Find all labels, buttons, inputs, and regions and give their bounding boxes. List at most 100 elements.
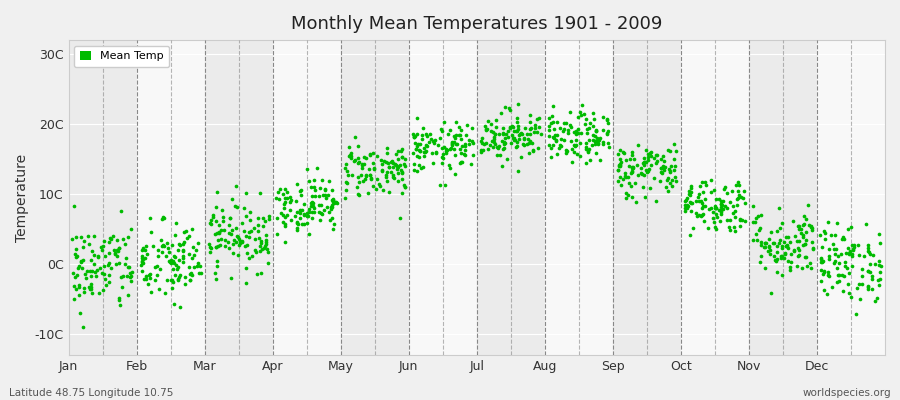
Point (619, 174, 634, 180)
Point (134, 262, 148, 268)
Point (211, 242, 225, 249)
Point (761, 248, 776, 254)
Point (582, 157, 597, 164)
Point (75, 257, 89, 264)
Point (304, 184, 319, 190)
Point (714, 203, 728, 210)
Text: worldspecies.org: worldspecies.org (803, 388, 891, 398)
Point (500, 156, 514, 162)
Point (639, 167, 653, 174)
Point (564, 158, 579, 165)
Point (172, 274, 186, 280)
Point (447, 139, 462, 146)
Point (691, 190, 706, 197)
Point (176, 248, 190, 254)
Point (685, 200, 699, 206)
Point (135, 258, 149, 264)
Point (463, 141, 477, 148)
Point (377, 158, 392, 165)
Point (183, 277, 197, 283)
Point (518, 125, 533, 131)
Point (806, 224, 820, 231)
Point (801, 202, 815, 208)
Point (588, 141, 602, 147)
Point (357, 176, 372, 182)
Point (569, 142, 583, 149)
Point (464, 125, 479, 132)
Point (841, 226, 855, 232)
Point (686, 225, 700, 231)
Point (238, 280, 253, 286)
Point (636, 159, 651, 166)
Point (98, 276, 112, 282)
Point (275, 191, 290, 198)
Point (872, 258, 886, 264)
Point (356, 162, 370, 168)
Point (627, 180, 642, 186)
Point (708, 226, 723, 232)
Point (348, 157, 363, 163)
Point (688, 198, 703, 204)
Point (770, 248, 785, 255)
Point (344, 153, 358, 159)
Point (223, 215, 238, 222)
Point (668, 163, 682, 169)
Point (227, 237, 241, 243)
Point (746, 203, 760, 210)
Point (351, 155, 365, 161)
Point (843, 224, 858, 230)
Point (552, 145, 566, 152)
Point (616, 149, 631, 156)
Point (859, 221, 873, 227)
Point (637, 194, 652, 200)
Point (166, 260, 181, 266)
Point (517, 135, 531, 142)
Point (168, 232, 183, 238)
Point (852, 296, 867, 302)
Point (667, 166, 681, 173)
Point (714, 207, 728, 214)
Point (680, 196, 694, 203)
Point (258, 232, 273, 238)
Point (418, 152, 432, 159)
Point (278, 214, 293, 220)
Point (248, 236, 263, 242)
Point (242, 229, 256, 236)
Point (218, 237, 232, 244)
Point (316, 191, 330, 198)
Point (139, 242, 153, 249)
Point (595, 138, 609, 145)
Point (143, 215, 157, 221)
Point (465, 152, 480, 158)
Point (104, 265, 118, 272)
Point (798, 240, 813, 247)
Point (799, 229, 814, 235)
Point (359, 155, 374, 162)
Point (276, 201, 291, 208)
Point (230, 232, 244, 239)
Point (222, 222, 237, 229)
Point (140, 281, 155, 287)
Point (693, 183, 707, 190)
Point (277, 238, 292, 245)
Point (304, 209, 319, 215)
Point (814, 256, 829, 262)
Point (825, 284, 840, 290)
Point (572, 153, 587, 159)
Point (324, 202, 338, 208)
Point (613, 161, 627, 168)
Point (502, 124, 517, 130)
Point (590, 141, 605, 148)
Point (138, 254, 152, 261)
Point (458, 152, 473, 158)
Point (232, 242, 247, 248)
Point (139, 273, 153, 279)
Point (568, 143, 582, 149)
Point (546, 134, 561, 140)
Point (183, 271, 197, 278)
Point (242, 234, 256, 240)
Point (662, 180, 677, 186)
Point (352, 192, 366, 198)
Point (95, 247, 110, 254)
Point (176, 247, 190, 254)
